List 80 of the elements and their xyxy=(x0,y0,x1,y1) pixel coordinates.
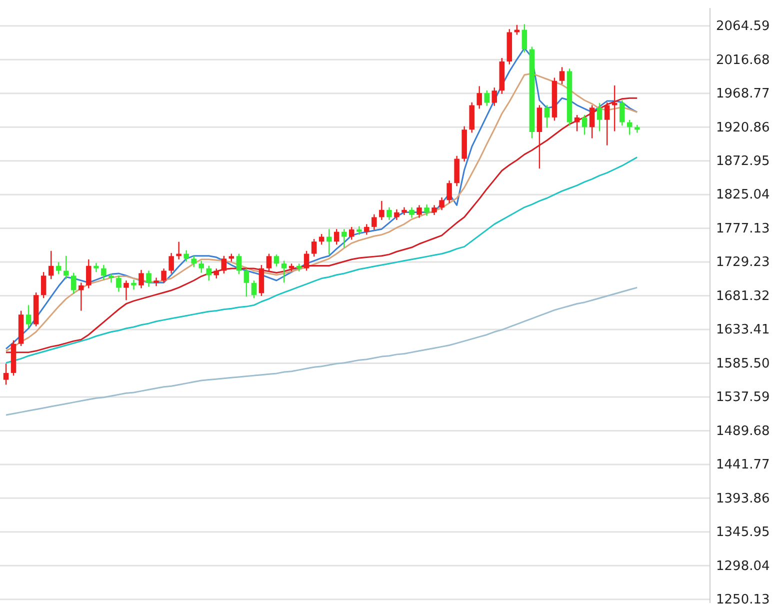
candlestick xyxy=(364,224,370,236)
candlestick xyxy=(78,282,84,312)
candlestick xyxy=(372,214,377,230)
candlestick xyxy=(348,226,354,240)
candlestick xyxy=(176,241,182,260)
candlestick xyxy=(379,200,384,221)
candlestick xyxy=(184,250,189,262)
y-tick-label: 1777.13 xyxy=(716,221,770,236)
candlestick xyxy=(48,250,54,280)
candlestick xyxy=(409,206,414,218)
candlestick xyxy=(94,262,99,273)
candlestick xyxy=(221,255,227,274)
y-tick-label: 1489.68 xyxy=(716,424,770,439)
candlestick xyxy=(432,204,437,216)
y-tick-label: 1298.04 xyxy=(716,558,770,574)
y-tick-label: 1537.59 xyxy=(716,390,770,406)
candlestick xyxy=(522,24,528,53)
y-tick-label: 1872.95 xyxy=(716,154,770,169)
y-tick-label: 2016.68 xyxy=(716,52,770,68)
candlestick xyxy=(26,304,32,328)
candlestick xyxy=(191,255,196,268)
candlestick xyxy=(101,264,106,280)
candlestick xyxy=(604,102,610,146)
candlestick xyxy=(251,280,257,299)
line-series xyxy=(5,286,638,416)
candlestick xyxy=(86,258,92,289)
candlestick xyxy=(589,104,595,139)
candlestick xyxy=(244,268,250,298)
candlestick xyxy=(131,279,136,290)
candlestick xyxy=(476,86,482,110)
y-tick-label: 1681.32 xyxy=(716,288,770,304)
candlestick xyxy=(424,204,430,216)
candlestick xyxy=(386,206,392,221)
y-tick-label: 1825.04 xyxy=(716,188,770,203)
candlestick xyxy=(446,180,452,204)
line-series xyxy=(5,156,638,364)
candlestick xyxy=(168,252,174,274)
candlestick xyxy=(318,233,324,246)
y-tick-label: 1585.50 xyxy=(716,356,770,372)
candlestick xyxy=(146,270,152,288)
candlestick xyxy=(198,260,204,274)
candlestick xyxy=(206,265,212,282)
candlestick xyxy=(304,250,310,272)
y-tick-label: 1393.86 xyxy=(716,491,770,506)
candlestick xyxy=(582,114,588,136)
y-tick-label: 1250.13 xyxy=(716,592,770,607)
candlestick xyxy=(63,255,69,280)
candlestick xyxy=(214,268,220,279)
y-tick-label: 1968.77 xyxy=(716,86,770,102)
candlestick xyxy=(544,104,550,128)
candlestick xyxy=(394,208,400,221)
candlestick xyxy=(484,90,490,106)
y-tick-label: 1729.23 xyxy=(716,255,770,270)
y-tick-label: 2064.59 xyxy=(716,19,770,34)
candlestick xyxy=(311,238,317,258)
candlestick xyxy=(492,86,497,106)
y-tick-label: 1345.95 xyxy=(716,525,770,540)
candlestick xyxy=(559,66,565,85)
candlestick xyxy=(596,102,602,132)
y-tick-label: 1920.86 xyxy=(716,120,770,136)
candlestick xyxy=(574,114,580,132)
candlestick xyxy=(416,204,422,218)
candlestick xyxy=(71,272,76,294)
candlestick xyxy=(274,254,280,268)
candlestick xyxy=(161,268,166,284)
y-tick-label: 1633.41 xyxy=(716,322,770,338)
candlestick xyxy=(266,253,272,272)
candlestick xyxy=(439,196,444,211)
candlestick xyxy=(619,100,625,126)
candlestick xyxy=(281,260,287,284)
candlestick xyxy=(40,271,46,299)
candlestick xyxy=(116,274,122,292)
candlestick xyxy=(124,280,129,301)
candlestick xyxy=(108,272,114,284)
candlestick xyxy=(326,228,332,256)
candlestick xyxy=(334,228,340,246)
candlestick xyxy=(236,253,242,275)
candlestick xyxy=(3,362,9,386)
candlestick xyxy=(138,269,144,289)
y-tick-label: 1441.77 xyxy=(716,458,770,473)
